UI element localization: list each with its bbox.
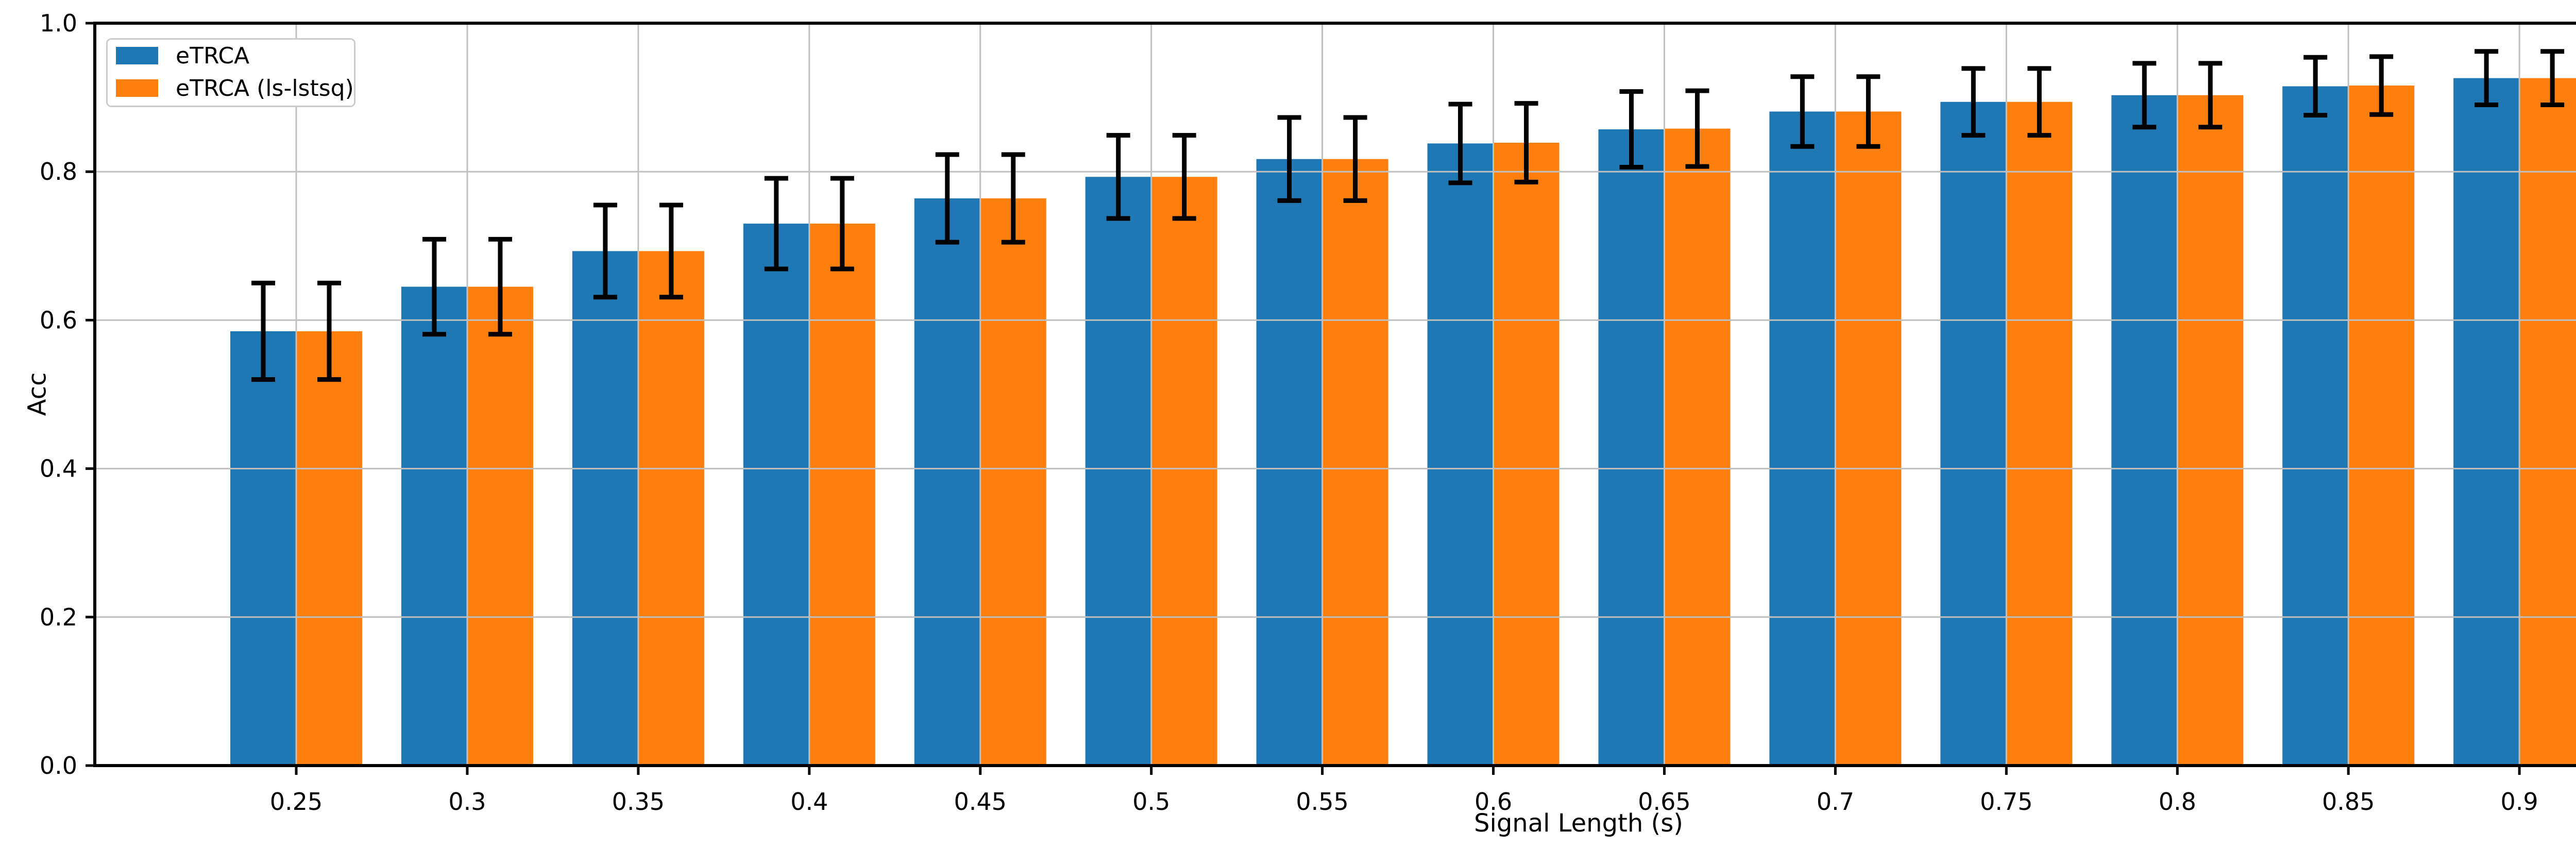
y-tick-label-0.4: 0.4	[40, 455, 77, 483]
x-tick-label-0.65: 0.65	[1638, 788, 1690, 816]
bar-etrca-ls-lstsq-0.55	[1322, 159, 1388, 766]
bar-etrca-0.6	[1427, 143, 1494, 766]
x-tick-label-0.4: 0.4	[790, 788, 828, 816]
bar-etrca-ls-lstsq-0.9	[2519, 78, 2576, 766]
y-tick-label-0.2: 0.2	[40, 603, 77, 631]
y-tick-label-0.8: 0.8	[40, 158, 77, 185]
bar-etrca-0.8	[2111, 95, 2178, 766]
bar-etrca-0.7	[1769, 111, 1836, 766]
x-tick-label-0.5: 0.5	[1132, 788, 1170, 816]
bar-etrca-0.85	[2282, 86, 2349, 766]
x-tick-label-0.75: 0.75	[1980, 788, 2032, 816]
bar-etrca-ls-lstsq-0.8	[2177, 95, 2244, 766]
bar-etrca-ls-lstsq-0.3	[467, 286, 533, 766]
bar-etrca-0.55	[1256, 159, 1323, 766]
bar-etrca-ls-lstsq-0.35	[638, 251, 704, 766]
x-tick-label-0.35: 0.35	[612, 788, 665, 816]
x-tick-label-0.85: 0.85	[2322, 788, 2375, 816]
bar-etrca-ls-lstsq-0.4	[809, 224, 875, 766]
legend: eTRCA eTRCA (ls-lstsq)	[106, 38, 355, 107]
bar-etrca-ls-lstsq-0.75	[2006, 101, 2073, 766]
bar-etrca-0.45	[914, 198, 980, 766]
legend-swatch-etrca-ls-lstsq-icon	[116, 79, 158, 97]
bar-etrca-ls-lstsq-0.65	[1664, 128, 1731, 766]
legend-item-etrca: eTRCA	[116, 43, 249, 69]
bar-etrca-ls-lstsq-0.25	[296, 331, 362, 766]
x-tick-label-0.45: 0.45	[954, 788, 1007, 816]
x-axis-label: Signal Length (s)	[1474, 809, 1683, 838]
x-tick-label-0.3: 0.3	[448, 788, 486, 816]
x-tick-label-0.55: 0.55	[1296, 788, 1348, 816]
bar-etrca-ls-lstsq-0.6	[1493, 143, 1560, 766]
axes-spines	[93, 22, 2576, 767]
bar-etrca-ls-lstsq-0.45	[980, 198, 1046, 766]
bar-etrca-0.3	[401, 286, 467, 766]
legend-swatch-etrca-icon	[116, 47, 158, 64]
x-tick-label-0.9: 0.9	[2501, 788, 2538, 816]
x-tick-label-0.25: 0.25	[270, 788, 323, 816]
bar-etrca-ls-lstsq-0.7	[1835, 111, 1902, 766]
bar-etrca-0.35	[572, 251, 638, 766]
legend-label-etrca: eTRCA	[176, 42, 250, 69]
x-tick-label-0.6: 0.6	[1475, 788, 1512, 816]
bar-etrca-0.9	[2453, 78, 2520, 766]
bar-etrca-0.75	[1940, 101, 2007, 766]
y-axis-label: Acc	[23, 372, 52, 416]
bar-etrca-ls-lstsq-0.5	[1151, 177, 1217, 766]
x-tick-label-0.8: 0.8	[2159, 788, 2196, 816]
legend-item-etrca-ls-lstsq: eTRCA (ls-lstsq)	[116, 75, 354, 101]
bar-etrca-0.65	[1598, 129, 1665, 766]
y-tick-label-1.0: 1.0	[40, 9, 77, 37]
y-tick-label-0.0: 0.0	[40, 752, 77, 779]
y-tick-label-0.6: 0.6	[40, 306, 77, 334]
x-tick-label-0.7: 0.7	[1817, 788, 1854, 816]
bar-etrca-0.25	[230, 331, 296, 766]
bar-etrca-0.4	[743, 224, 809, 766]
legend-label-etrca-ls-lstsq: eTRCA (ls-lstsq)	[176, 75, 354, 101]
bar-etrca-ls-lstsq-0.85	[2348, 86, 2415, 766]
bar-etrca-0.5	[1085, 177, 1151, 766]
